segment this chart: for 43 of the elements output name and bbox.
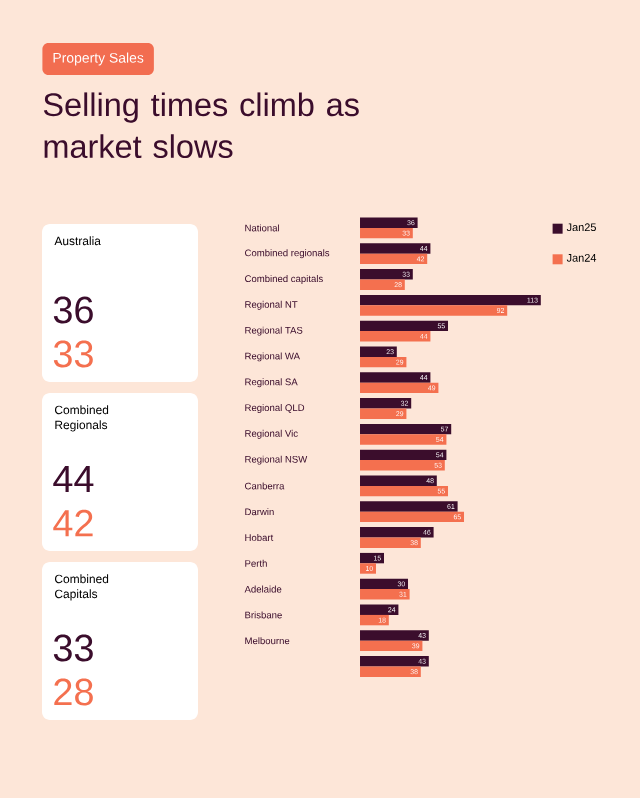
- bar: [360, 475, 437, 486]
- bar: [360, 346, 397, 357]
- bar: [360, 589, 410, 600]
- bar: [360, 563, 377, 574]
- bar: [360, 511, 465, 523]
- bar: [360, 423, 452, 435]
- text: 28: [54, 678, 93, 706]
- bar: [360, 527, 434, 538]
- bar: [360, 485, 449, 497]
- bar: [360, 269, 413, 280]
- bar: [360, 294, 541, 306]
- bar: [360, 243, 431, 254]
- bar: [360, 501, 458, 512]
- text: 33: [53, 340, 93, 368]
- bar: [360, 382, 439, 394]
- bar: [360, 253, 428, 265]
- bar: [360, 614, 389, 626]
- bar: [360, 552, 385, 564]
- bar: [360, 656, 429, 667]
- bar: [360, 398, 412, 409]
- bar: [360, 356, 407, 368]
- bar: [360, 460, 445, 471]
- bar: [360, 666, 421, 677]
- text: 36: [53, 296, 93, 324]
- bar: [360, 604, 399, 615]
- bar: [360, 305, 508, 316]
- bar: [360, 320, 449, 332]
- bar: [360, 279, 405, 290]
- bar: [360, 630, 429, 641]
- bar: [360, 434, 447, 445]
- bar: [360, 227, 413, 239]
- text: 44: [53, 465, 94, 493]
- bar: [360, 640, 423, 652]
- bar: [360, 408, 407, 419]
- bar: [360, 578, 409, 590]
- bar: [360, 331, 431, 342]
- text: 42: [53, 509, 93, 537]
- text: Selling times climb as market slows: [43, 92, 359, 159]
- bar: [360, 537, 421, 548]
- bar: [360, 449, 447, 461]
- bar: [360, 217, 418, 228]
- bar: [360, 372, 431, 383]
- text: 33: [53, 634, 93, 662]
